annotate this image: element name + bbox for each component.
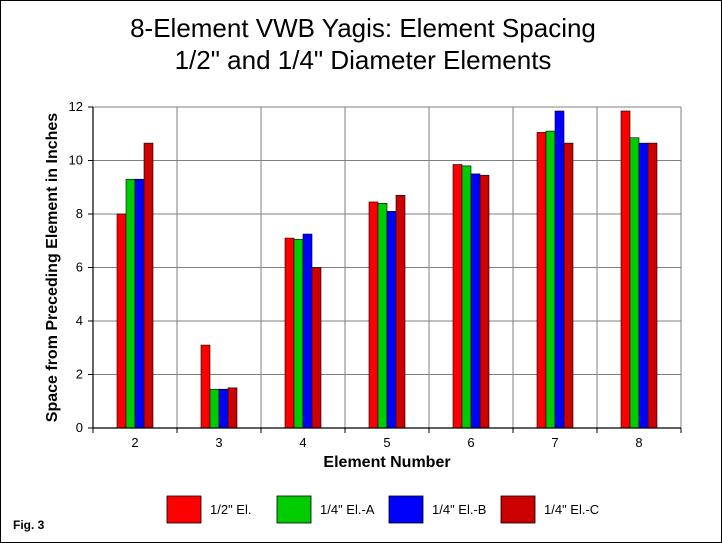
figure-label: Fig. 3 bbox=[13, 518, 45, 532]
bar-2-series-4 bbox=[143, 142, 154, 429]
y-tick-label: 6 bbox=[76, 260, 83, 275]
y-tick-label: 10 bbox=[69, 153, 83, 168]
bar-5-series-3 bbox=[386, 211, 397, 429]
y-tick-label: 2 bbox=[76, 367, 83, 382]
x-axis-label: Element Number bbox=[323, 454, 450, 471]
legend-label-1: 1/2" El. bbox=[210, 502, 251, 517]
legend-label-3: 1/4" El.-B bbox=[432, 502, 486, 517]
bar-2-series-2 bbox=[125, 178, 136, 429]
legend-label-2: 1/4" El.-A bbox=[320, 502, 375, 517]
x-tick-label: 2 bbox=[131, 435, 138, 450]
bar-8-series-1 bbox=[620, 110, 631, 429]
bar-8-series-2 bbox=[629, 137, 640, 429]
bar-6-series-4 bbox=[479, 174, 490, 429]
bar-8-series-4 bbox=[647, 142, 658, 429]
chart-title-line-2: 1/2" and 1/4" Diameter Elements bbox=[175, 45, 552, 75]
bar-7-series-4 bbox=[563, 142, 574, 429]
chart-title-line-1: 8-Element VWB Yagis: Element Spacing bbox=[130, 13, 596, 43]
x-tick-label: 8 bbox=[635, 435, 642, 450]
bar-5-series-2 bbox=[377, 203, 388, 429]
x-tick-label: 4 bbox=[299, 435, 306, 450]
x-tick-label: 7 bbox=[551, 435, 558, 450]
bar-3-series-2 bbox=[209, 388, 220, 429]
bar-3-series-3 bbox=[218, 388, 229, 429]
bar-7-series-2 bbox=[545, 130, 556, 429]
y-tick-label: 0 bbox=[76, 420, 83, 435]
bar-7-series-1 bbox=[536, 132, 547, 429]
legend-swatch-2 bbox=[276, 495, 312, 524]
y-axis-label: Space from Preceding Element in Inches bbox=[44, 113, 61, 423]
legend-swatch-1 bbox=[166, 495, 202, 524]
bar-4-series-2 bbox=[293, 239, 304, 429]
legend-label-4: 1/4" El.-C bbox=[544, 502, 599, 517]
legend-swatch-3 bbox=[388, 495, 424, 524]
bar-2-series-1 bbox=[116, 213, 127, 429]
bar-2-series-3 bbox=[134, 178, 145, 429]
x-tick-label: 3 bbox=[215, 435, 222, 450]
chart-title: 8-Element VWB Yagis: Element Spacing1/2"… bbox=[130, 13, 596, 75]
axes: 0 2 4 6 8 10 12 2 3 4 5 6 7 8 bbox=[69, 99, 682, 450]
bar-6-series-1 bbox=[452, 164, 463, 429]
bar-4-series-4 bbox=[311, 267, 322, 429]
bar-4-series-3 bbox=[302, 233, 313, 429]
bar-5-series-1 bbox=[368, 201, 379, 429]
bar-3-series-1 bbox=[200, 344, 211, 429]
legend: 1/2" El. 1/4" El.-A 1/4" El.-B 1/4" El.-C bbox=[166, 495, 599, 524]
y-tick-label: 8 bbox=[76, 206, 83, 221]
y-tick-label: 12 bbox=[69, 99, 83, 114]
bar-5-series-4 bbox=[395, 194, 406, 429]
legend-swatch-4 bbox=[500, 495, 536, 524]
x-tick-label: 6 bbox=[467, 435, 474, 450]
x-tick-label: 5 bbox=[383, 435, 390, 450]
bar-7-series-3 bbox=[554, 110, 565, 429]
bar-6-series-3 bbox=[470, 173, 481, 429]
bar-3-series-4 bbox=[227, 387, 238, 429]
bar-8-series-3 bbox=[638, 142, 649, 429]
bar-6-series-2 bbox=[461, 165, 472, 429]
y-tick-label: 4 bbox=[76, 313, 83, 328]
bar-4-series-1 bbox=[284, 237, 295, 429]
